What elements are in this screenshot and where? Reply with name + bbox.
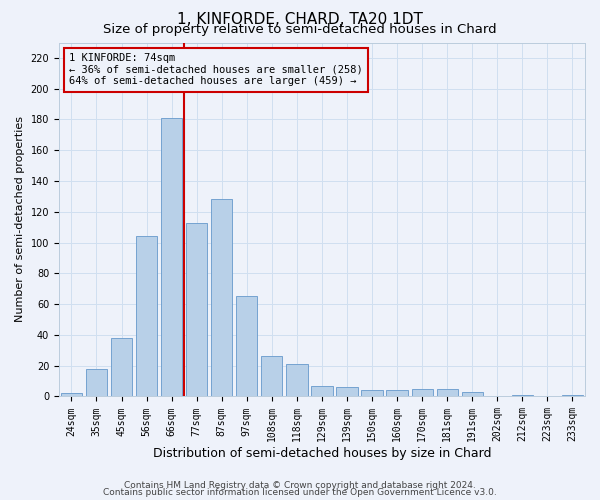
Bar [562, 395, 583, 396]
Text: Size of property relative to semi-detached houses in Chard: Size of property relative to semi-detach… [103, 22, 497, 36]
Bar [461, 392, 483, 396]
Bar [236, 296, 257, 396]
Bar [361, 390, 383, 396]
Bar [261, 356, 283, 397]
Text: Contains public sector information licensed under the Open Government Licence v3: Contains public sector information licen… [103, 488, 497, 497]
Bar [161, 118, 182, 396]
Bar [386, 390, 408, 396]
Bar [286, 364, 308, 396]
Text: 1 KINFORDE: 74sqm
← 36% of semi-detached houses are smaller (258)
64% of semi-de: 1 KINFORDE: 74sqm ← 36% of semi-detached… [70, 53, 363, 86]
Text: Contains HM Land Registry data © Crown copyright and database right 2024.: Contains HM Land Registry data © Crown c… [124, 480, 476, 490]
X-axis label: Distribution of semi-detached houses by size in Chard: Distribution of semi-detached houses by … [153, 447, 491, 460]
Y-axis label: Number of semi-detached properties: Number of semi-detached properties [15, 116, 25, 322]
Text: 1, KINFORDE, CHARD, TA20 1DT: 1, KINFORDE, CHARD, TA20 1DT [177, 12, 423, 28]
Bar [136, 236, 157, 396]
Bar [512, 395, 533, 396]
Bar [337, 387, 358, 396]
Bar [186, 222, 208, 396]
Bar [211, 200, 232, 396]
Bar [61, 394, 82, 396]
Bar [437, 389, 458, 396]
Bar [412, 389, 433, 396]
Bar [111, 338, 132, 396]
Bar [86, 369, 107, 396]
Bar [311, 386, 332, 396]
